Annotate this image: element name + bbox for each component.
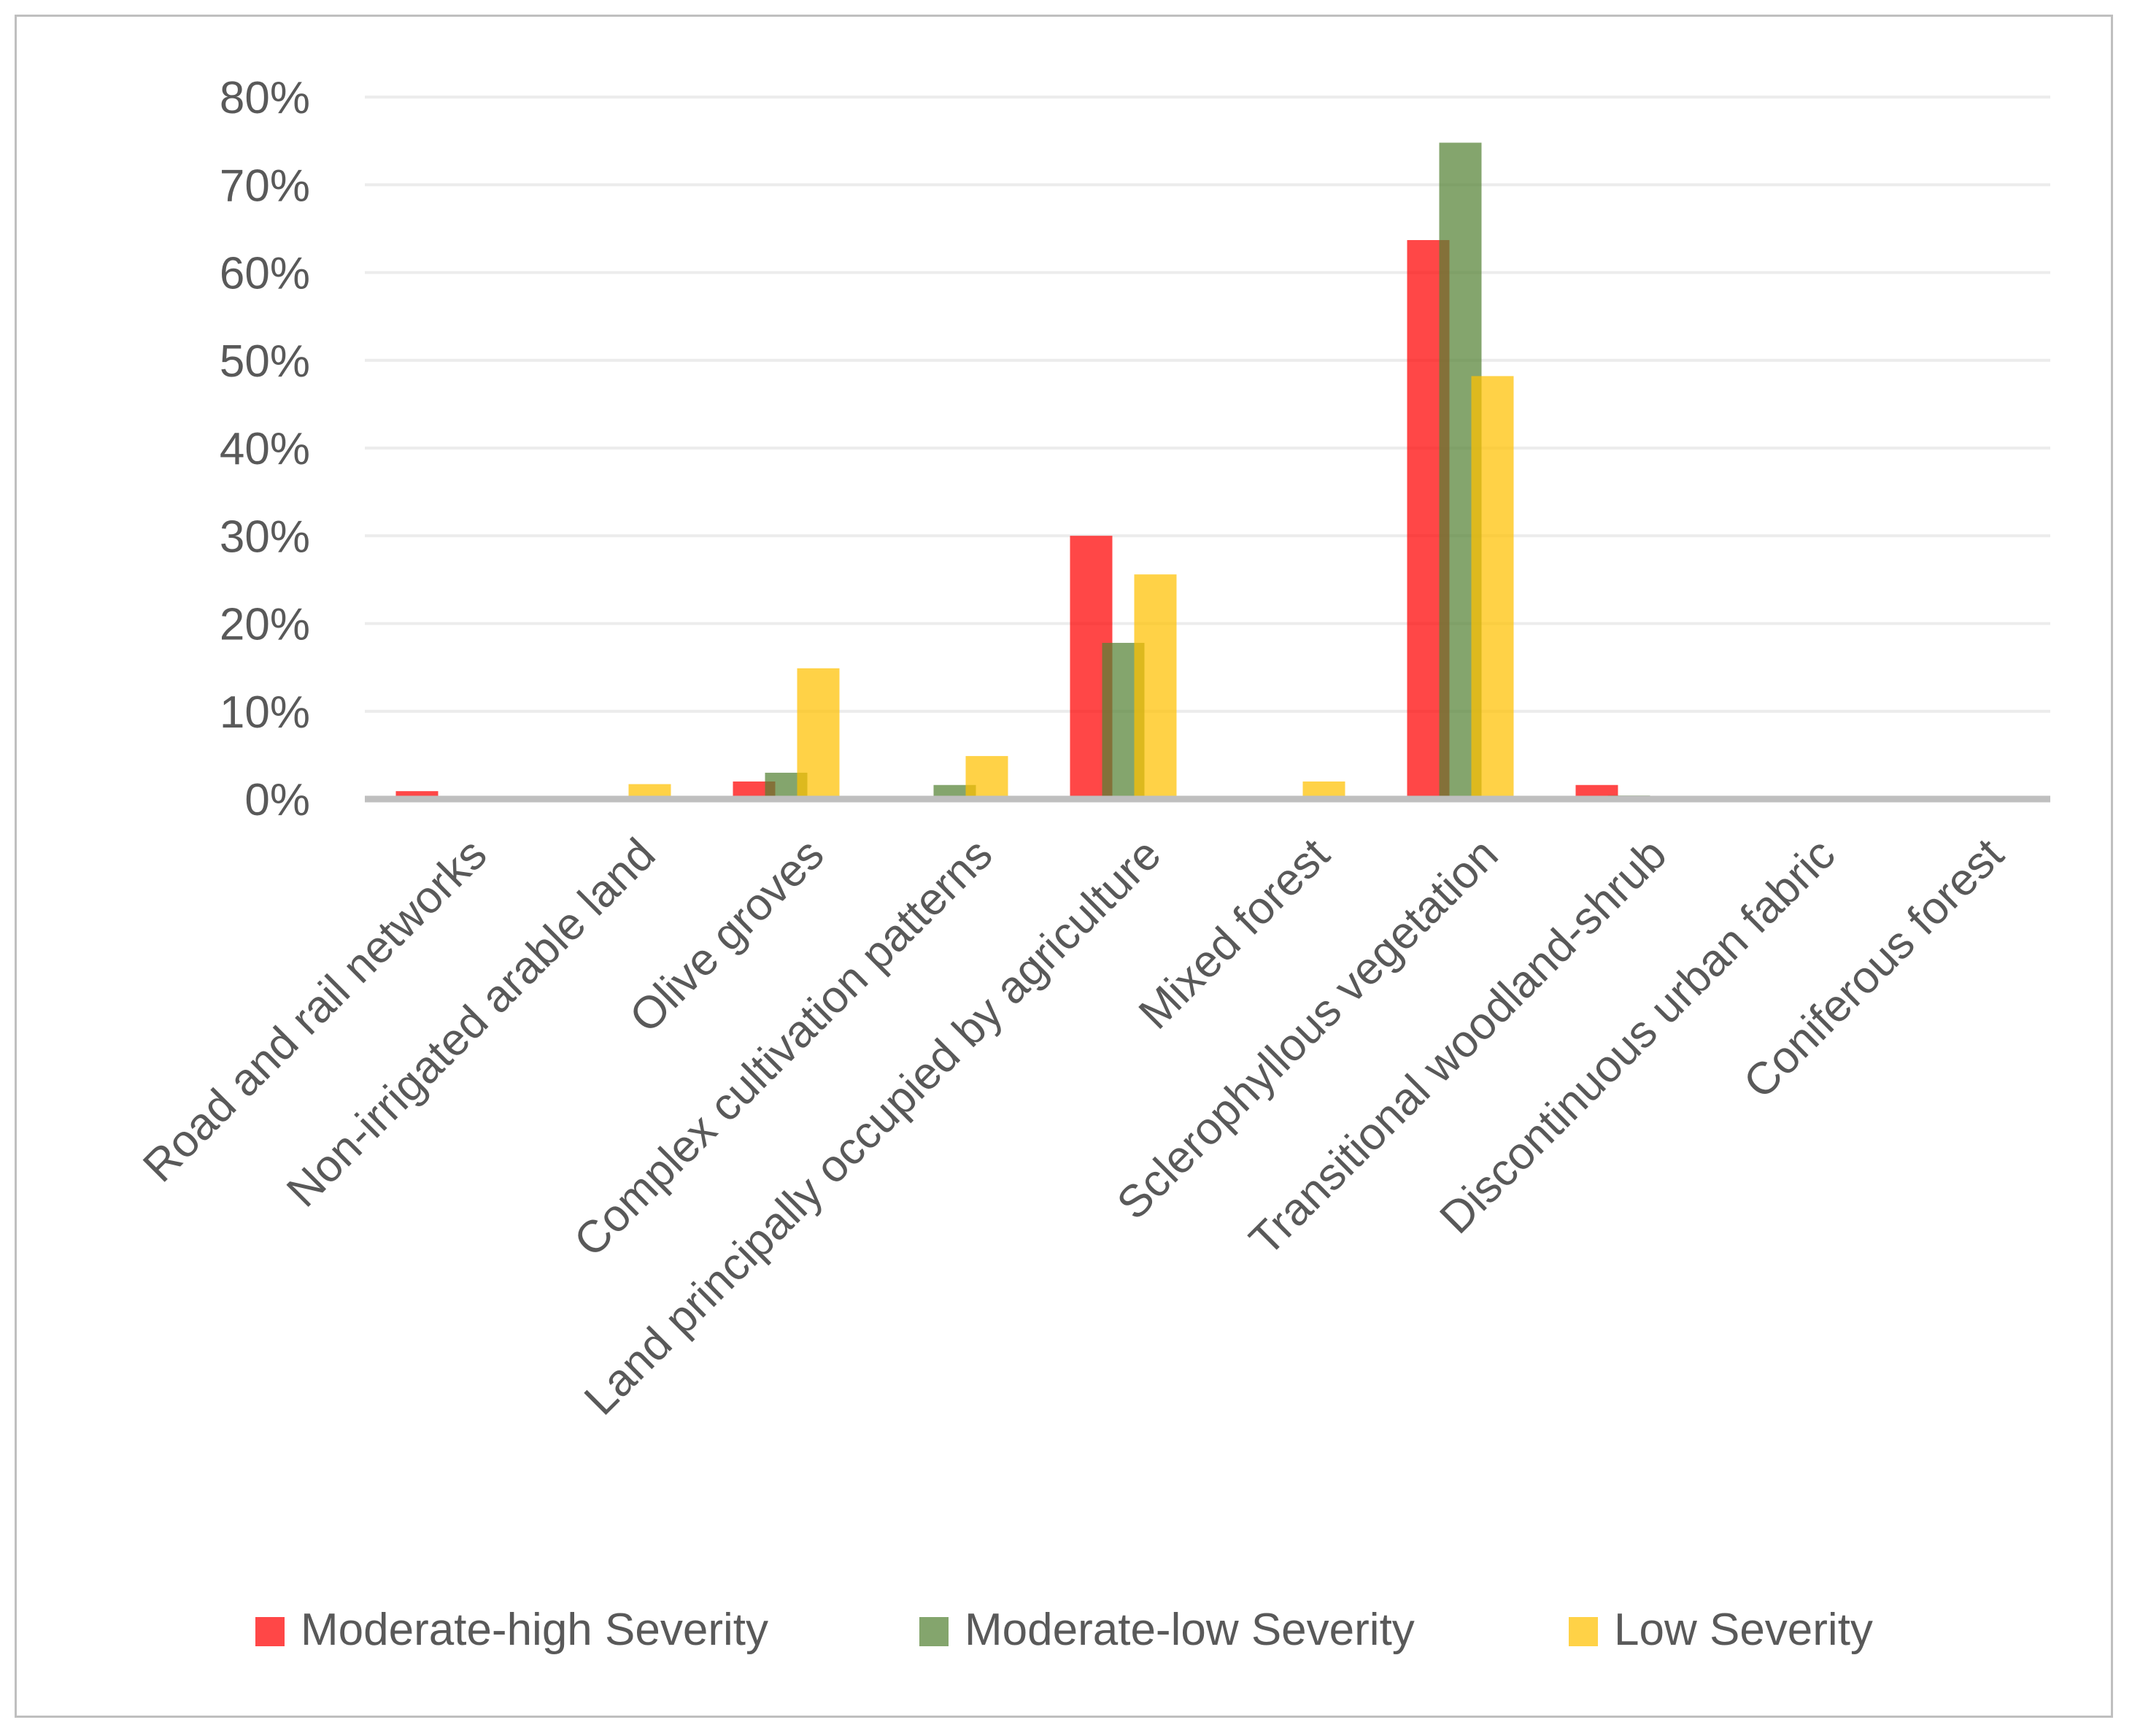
x-category-label: Road and rail networks <box>134 829 496 1192</box>
gridlines <box>365 96 2050 713</box>
y-tick-label: 20% <box>220 600 310 650</box>
y-tick-label: 70% <box>220 161 310 211</box>
legend-swatch <box>1569 1617 1598 1646</box>
bar <box>797 668 840 799</box>
y-tick-label: 60% <box>220 249 310 299</box>
bars <box>395 142 2020 799</box>
chart-frame <box>15 15 2113 1718</box>
legend-item: Low Severity <box>1569 1605 1873 1655</box>
y-tick-label: 80% <box>220 73 310 123</box>
bar <box>933 784 976 799</box>
bar <box>1134 574 1177 799</box>
legend-item: Moderate-low Severity <box>919 1605 1415 1655</box>
x-category-label: Land principally occupied by agriculture <box>575 829 1170 1424</box>
bar <box>1471 376 1514 799</box>
y-tick-label: 30% <box>220 512 310 562</box>
y-tick-label: 40% <box>220 424 310 474</box>
y-axis-ticks: 0% 10% 20% 30% 40% 50% 60% 70% 80% <box>220 73 310 825</box>
y-tick-label: 0% <box>244 775 310 825</box>
legend-label: Moderate-high Severity <box>301 1605 768 1655</box>
bar <box>628 784 671 799</box>
legend: Moderate-high Severity Moderate-low Sever… <box>255 1605 1873 1655</box>
bar <box>395 791 439 799</box>
bar <box>965 756 1008 799</box>
y-tick-label: 10% <box>220 687 310 738</box>
legend-swatch <box>255 1617 285 1646</box>
legend-label: Moderate-low Severity <box>965 1605 1415 1655</box>
y-tick-label: 50% <box>220 336 310 387</box>
legend-label: Low Severity <box>1614 1605 1873 1655</box>
legend-swatch <box>919 1617 949 1646</box>
legend-item: Moderate-high Severity <box>255 1605 768 1655</box>
bar <box>1575 784 1618 799</box>
